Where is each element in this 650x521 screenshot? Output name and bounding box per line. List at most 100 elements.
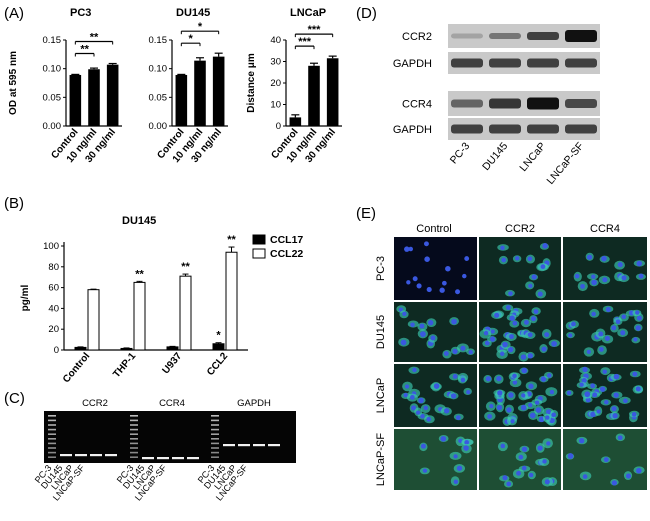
y-tick-label: 80	[48, 262, 59, 273]
cell-nucleus	[424, 256, 430, 262]
cell-nucleus	[537, 291, 543, 297]
bar	[289, 117, 302, 126]
cell-nucleus	[529, 412, 536, 419]
panel-b-letter: (B)	[4, 195, 24, 212]
sig-label: *	[198, 21, 203, 33]
cell-nucleus	[601, 255, 607, 262]
cell-nucleus	[528, 402, 533, 408]
micro-row-label: LNCaP-SF	[375, 433, 387, 486]
ladder-band	[130, 424, 138, 426]
blot-band	[527, 58, 559, 68]
blot-band	[565, 124, 597, 134]
y-tick-label: 0.10	[43, 64, 62, 75]
cell-nucleus	[505, 305, 511, 310]
cell-nucleus	[496, 375, 502, 382]
cell-nucleus	[487, 413, 493, 419]
cell-nucleus	[534, 400, 540, 405]
ladder-band	[211, 447, 219, 449]
cell-nucleus	[636, 260, 643, 267]
panel-d: (D) CCR2 GAPDH CCR4 GAPDH PC-3 DU145 LNCaPLNCaP…	[356, 5, 600, 187]
cell-nucleus	[426, 416, 432, 422]
gel-band	[60, 454, 72, 457]
cell-nucleus	[545, 409, 551, 415]
cell-nucleus	[456, 465, 463, 471]
cell-nucleus	[512, 373, 517, 379]
cell-nucleus	[635, 386, 641, 392]
cell-nucleus	[403, 392, 408, 398]
ladder-band	[211, 438, 219, 440]
cell-nucleus	[528, 383, 534, 389]
cell-nucleus	[412, 276, 418, 282]
cell-nucleus	[402, 311, 407, 317]
gel-group-title: CCR2	[82, 398, 108, 409]
y-tick-label: 60	[48, 283, 59, 294]
cell-nucleus	[591, 279, 597, 286]
y-tick-label: 0.15	[149, 35, 168, 46]
cell-nucleus	[542, 459, 547, 464]
panel-e-letter: (E)	[356, 205, 376, 222]
cell-nucleus	[460, 345, 466, 351]
cell-nucleus	[542, 243, 548, 249]
cell-nucleus	[468, 349, 473, 355]
bar-ccl17	[74, 346, 87, 351]
cell-nucleus	[546, 373, 552, 378]
x-tick-label: CCL2	[205, 351, 230, 378]
blot-band	[527, 97, 559, 110]
cell-nucleus	[506, 407, 512, 413]
cell-nucleus	[604, 399, 609, 405]
cell-nucleus	[484, 340, 490, 346]
gel-band	[172, 457, 184, 460]
cell-nucleus	[490, 329, 495, 334]
cell-nucleus	[531, 316, 537, 322]
cell-nucleus	[502, 341, 508, 348]
cell-nucleus	[422, 468, 428, 473]
cell-nucleus	[521, 367, 528, 374]
x-tick-label: Control	[61, 351, 92, 385]
cell-nucleus	[410, 322, 415, 328]
cell-nucleus	[612, 413, 618, 419]
cell-nucleus	[485, 376, 491, 382]
cell-nucleus	[452, 348, 458, 354]
cell-nucleus	[599, 347, 604, 352]
cell-nucleus	[611, 406, 617, 412]
micrograph	[563, 237, 647, 300]
blot-lane-label: LNCaP	[517, 140, 548, 174]
y-axis-label: Distance μm	[246, 53, 257, 113]
blot-strip	[448, 52, 600, 74]
chart-title: DU145	[122, 215, 156, 227]
cell-nucleus	[574, 273, 580, 279]
ladder-band	[48, 438, 56, 440]
x-tick-label: U937	[161, 351, 185, 377]
bar-ccl17	[120, 347, 133, 351]
legend-label: CCL22	[270, 248, 303, 260]
cell-nucleus	[617, 262, 623, 268]
cell-nucleus	[590, 411, 596, 418]
micro-row-label: PC-3	[375, 256, 387, 281]
cell-nucleus	[605, 306, 611, 313]
cell-nucleus	[527, 353, 533, 359]
bar-ccl22	[87, 289, 100, 351]
blot-band	[565, 99, 597, 108]
y-tick-label: 0.00	[149, 121, 168, 132]
y-tick-label: 40	[48, 303, 59, 314]
cell-nucleus	[591, 274, 596, 279]
cell-nucleus	[599, 386, 606, 392]
panel-d-letter: (D)	[356, 5, 377, 22]
cell-nucleus	[582, 474, 588, 479]
panel-b: (B) DU145 0 20 40 60 80 100 pg/ml Control THP-1 U93…	[4, 195, 303, 385]
cell-nucleus	[508, 291, 513, 296]
cell-nucleus	[617, 435, 623, 441]
cell-nucleus	[533, 309, 539, 314]
sig-label: **	[181, 261, 190, 273]
cell-nucleus	[636, 315, 642, 321]
cell-nucleus	[442, 280, 447, 286]
gel-band	[253, 444, 265, 447]
gel-band	[238, 444, 250, 447]
cell-nucleus	[611, 480, 618, 486]
cell-nucleus	[501, 257, 507, 263]
ladder-band	[211, 428, 219, 431]
blot-lane-label: PC-3	[448, 140, 473, 166]
bar	[308, 65, 320, 126]
